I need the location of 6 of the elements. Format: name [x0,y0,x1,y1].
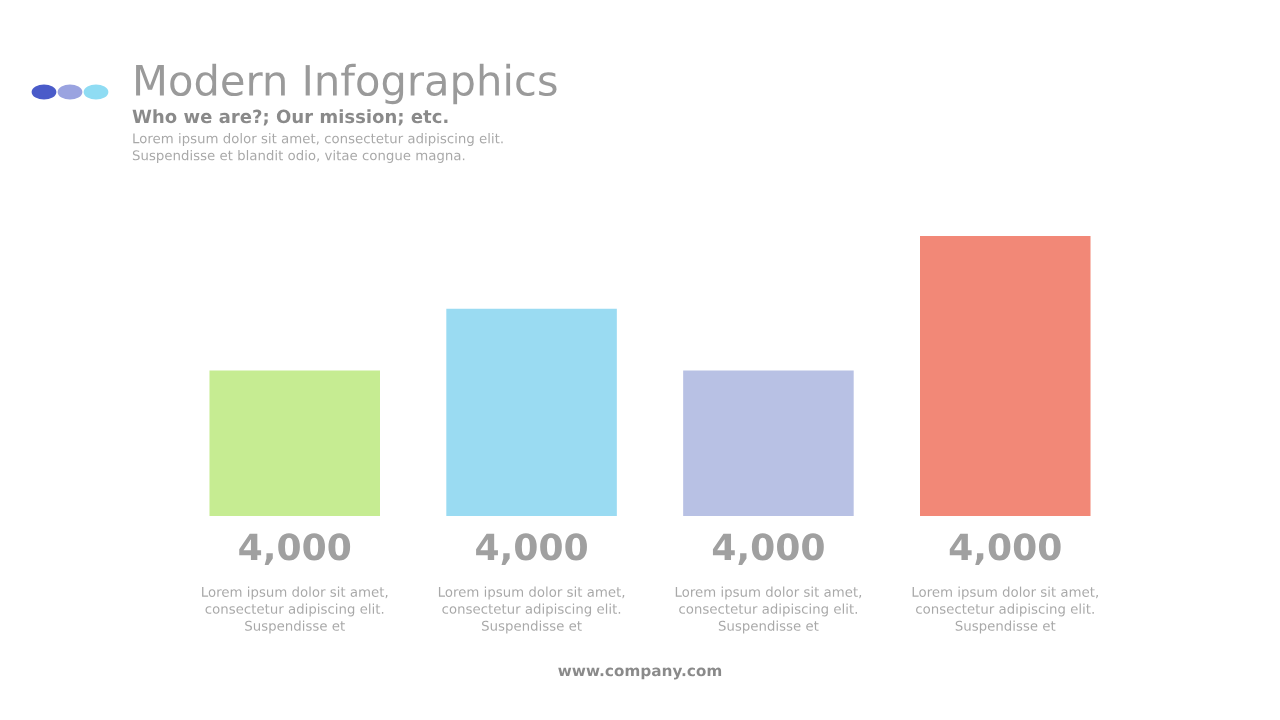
text: 4,000 [239,533,351,566]
text: 4,000 [949,533,1061,566]
text: 4,000 [476,533,587,566]
chart-title: Modern Infographics [136,63,557,105]
text: 4,000 [712,533,824,566]
chart-subtitle: Who we are?; Our mission; etc. [132,109,448,126]
